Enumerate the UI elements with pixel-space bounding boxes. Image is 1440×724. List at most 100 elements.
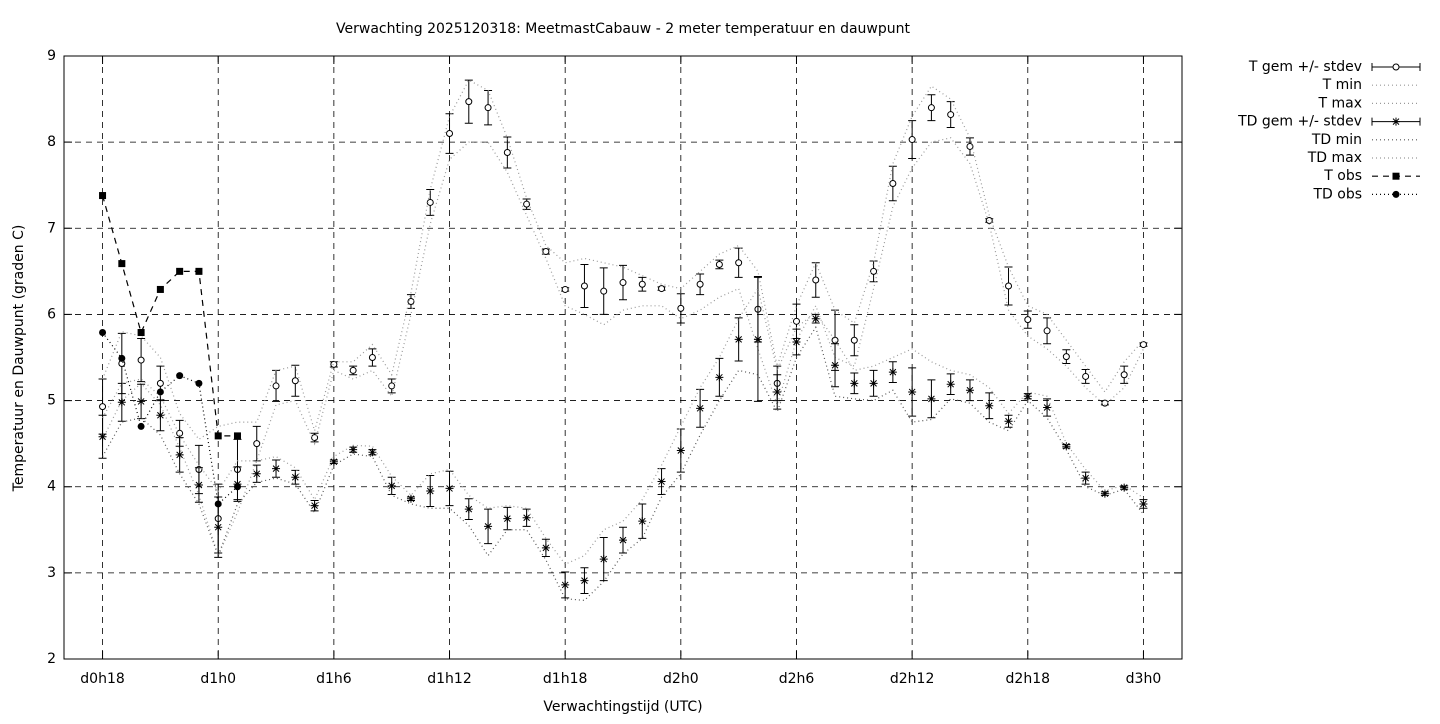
point [406, 494, 415, 503]
point [407, 298, 415, 306]
point [619, 279, 627, 287]
x-tick-label: d2h18 [1006, 671, 1050, 687]
point [908, 136, 916, 144]
point [619, 536, 627, 545]
point [484, 522, 493, 531]
point [1004, 417, 1013, 426]
series-line [102, 137, 1144, 558]
point [870, 267, 878, 275]
point [156, 411, 165, 420]
point [214, 523, 223, 532]
point [465, 98, 473, 106]
x-tick-label: d3h0 [1126, 671, 1162, 687]
x-tick-label: d0h18 [80, 671, 124, 687]
point [561, 580, 570, 589]
point [522, 513, 531, 522]
point [99, 403, 107, 411]
point [927, 104, 935, 112]
point [792, 317, 800, 325]
point [676, 446, 685, 455]
point [272, 464, 281, 473]
point [657, 477, 666, 486]
point [156, 285, 164, 293]
legend-label: TD max [1307, 150, 1362, 166]
point [156, 379, 164, 387]
point [291, 473, 300, 482]
point [1120, 371, 1128, 379]
point [638, 280, 646, 288]
point [368, 354, 376, 361]
legend-label: T min [1322, 77, 1362, 93]
point [1139, 499, 1148, 508]
point [175, 450, 184, 459]
point [889, 179, 897, 187]
point [98, 432, 107, 441]
point [811, 314, 820, 323]
point [214, 432, 222, 440]
legend-marker [1392, 117, 1400, 126]
point [1120, 483, 1129, 492]
point [446, 130, 454, 138]
x-tick-label: d1h18 [543, 671, 587, 687]
legend-label: TD gem +/- stdev [1237, 114, 1362, 130]
point [388, 382, 396, 390]
y-tick-label: 6 [47, 306, 56, 322]
point [195, 267, 203, 275]
point [1082, 372, 1090, 380]
point [850, 336, 858, 344]
point [947, 111, 955, 119]
point [1101, 399, 1109, 407]
point [137, 356, 145, 364]
point [715, 373, 724, 382]
y-axis-label: Temperatuur en Dauwpunt (graden C) [11, 225, 27, 493]
series-line [102, 287, 1144, 565]
point [580, 282, 588, 290]
point [600, 287, 608, 295]
point [118, 354, 126, 362]
point [658, 285, 666, 293]
series-line [102, 325, 1144, 602]
point [291, 377, 299, 385]
series-line [102, 332, 238, 506]
series-line [101, 195, 238, 437]
point [869, 379, 878, 388]
legend-marker [1392, 190, 1400, 198]
y-tick-label: 8 [47, 134, 56, 150]
point [638, 517, 647, 526]
legend-label: TD min [1311, 132, 1362, 148]
point [831, 361, 840, 370]
point [1023, 392, 1032, 401]
x-tick-label: d2h12 [890, 671, 934, 687]
point [985, 401, 994, 410]
point [773, 387, 782, 396]
x-tick-label: d2h0 [663, 671, 699, 687]
x-tick-label: d1h0 [200, 671, 236, 687]
point [1043, 327, 1051, 335]
point [176, 372, 184, 380]
point [253, 440, 261, 448]
point [1081, 474, 1090, 483]
point [156, 388, 164, 396]
point [503, 148, 511, 156]
point [195, 379, 203, 387]
point [387, 481, 396, 490]
point [233, 483, 241, 491]
x-axis-label: Verwachtingstijd (UTC) [543, 699, 702, 715]
point [696, 404, 705, 413]
point [464, 505, 473, 514]
plot-frame [63, 55, 1183, 660]
point [118, 260, 126, 268]
point [965, 386, 974, 395]
legend-label: T gem +/- stdev [1248, 59, 1362, 75]
point [888, 368, 897, 377]
point [580, 576, 589, 585]
y-tick-label: 5 [47, 393, 56, 409]
point [99, 192, 107, 200]
legend-marker [1392, 63, 1400, 71]
point [1024, 316, 1032, 324]
point [753, 335, 762, 344]
point [541, 543, 550, 552]
y-tick-label: 4 [47, 479, 56, 495]
point [1100, 489, 1109, 498]
